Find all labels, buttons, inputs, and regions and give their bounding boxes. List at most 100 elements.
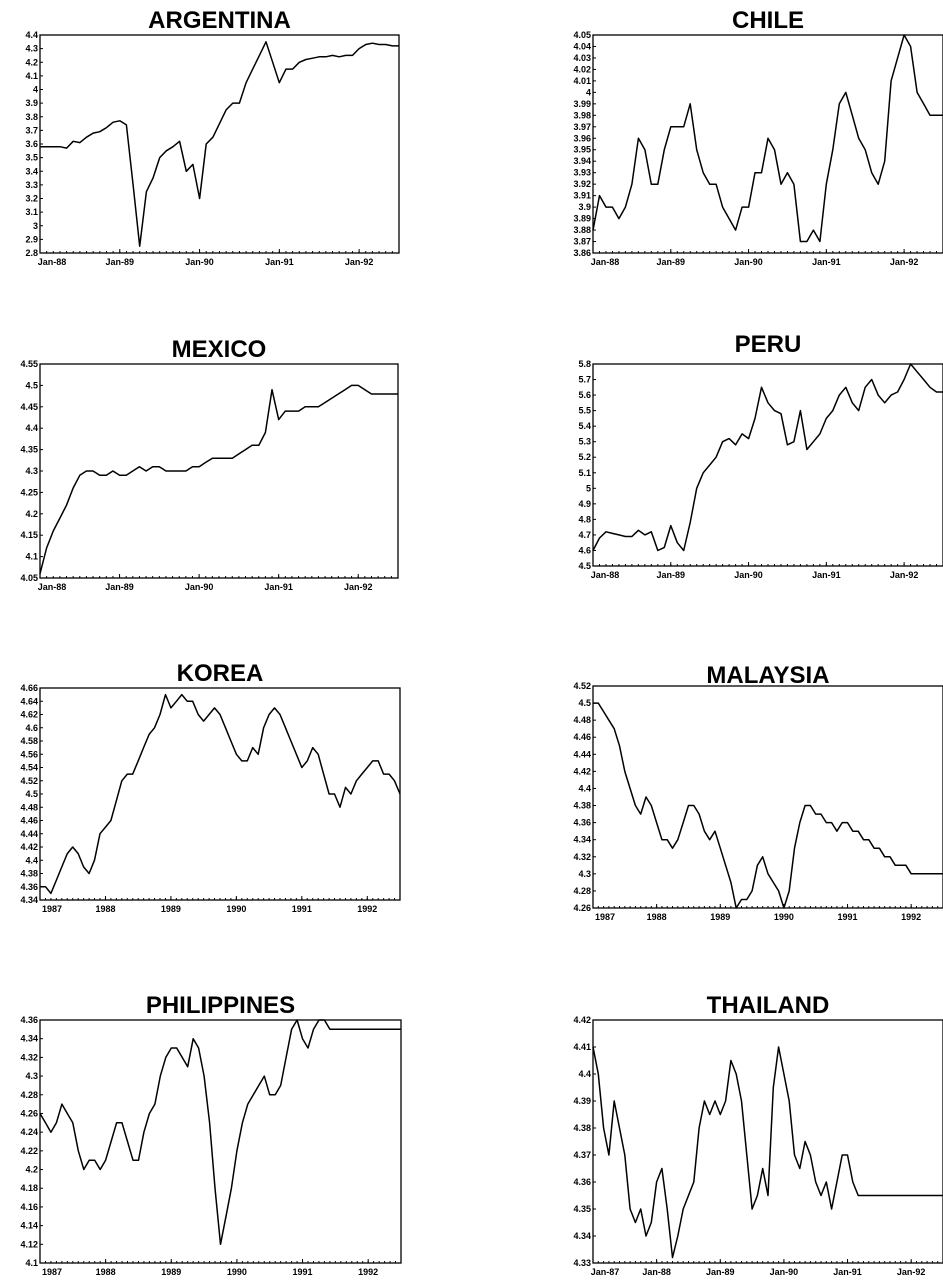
y-tick-label: 5.1 — [578, 468, 591, 478]
y-tick-label: 3.3 — [25, 180, 38, 190]
y-tick-label: 4.7 — [578, 530, 591, 540]
y-tick-label: 5.4 — [578, 421, 591, 431]
chart-title: ARGENTINA — [148, 7, 291, 34]
y-tick-label: 4.18 — [20, 1183, 38, 1193]
y-tick-label: 3.87 — [573, 237, 591, 247]
y-tick-label: 3.1 — [25, 207, 38, 217]
y-tick-label: 4.2 — [25, 1165, 38, 1175]
y-tick-label: 4.46 — [20, 816, 38, 826]
y-tick-label: 3.92 — [573, 179, 591, 189]
y-tick-label: 4.42 — [573, 766, 591, 776]
y-tick-label: 4.58 — [20, 736, 38, 746]
chart-title: MALAYSIA — [706, 662, 829, 689]
y-tick-label: 3.89 — [573, 214, 591, 224]
y-tick-label: 3.93 — [573, 168, 591, 178]
y-tick-label: 4.66 — [20, 683, 38, 693]
y-tick-label: 4.38 — [573, 801, 591, 811]
x-tick-label: Jan-91 — [812, 257, 841, 267]
y-tick-label: 4.1 — [25, 1258, 38, 1268]
y-tick-label: 3.9 — [25, 98, 38, 108]
chart-title: CHILE — [732, 7, 804, 34]
series-line — [592, 34, 943, 243]
y-tick-label: 4.32 — [573, 852, 591, 862]
x-tick-label: Jan-90 — [734, 570, 763, 580]
series-line — [39, 1019, 401, 1246]
y-tick-label: 3.96 — [573, 133, 591, 143]
y-tick-label: 2.9 — [25, 234, 38, 244]
y-tick-label: 4.4 — [578, 1069, 591, 1079]
y-tick-label: 3.95 — [573, 145, 591, 155]
plot-frame — [592, 34, 943, 254]
x-tick-label: Jan-90 — [185, 257, 214, 267]
y-tick-label: 4.32 — [20, 1052, 38, 1062]
y-tick-label: 4.5 — [578, 561, 591, 571]
y-tick-label: 4.12 — [20, 1239, 38, 1249]
chart-title: MEXICO — [172, 336, 267, 363]
y-tick-label: 3.7 — [25, 125, 38, 135]
x-tick-label: 1989 — [161, 904, 181, 914]
x-tick-label: 1987 — [595, 912, 615, 922]
x-tick-label: Jan-89 — [105, 582, 134, 592]
y-tick-label: 4.24 — [20, 1127, 38, 1137]
plot-frame — [39, 34, 400, 254]
plot-frame — [592, 363, 943, 567]
x-tick-label: Jan-92 — [344, 582, 373, 592]
x-tick-label: Jan-87 — [591, 1267, 620, 1277]
plot-frame — [39, 687, 401, 901]
y-tick-label: 4.26 — [573, 903, 591, 913]
y-tick-label: 3.91 — [573, 191, 591, 201]
y-tick-label: 5.8 — [578, 359, 591, 369]
y-tick-label: 4.05 — [20, 573, 38, 583]
plot-frame — [39, 1019, 402, 1264]
y-tick-label: 4.28 — [20, 1090, 38, 1100]
y-tick-label: 3.4 — [25, 166, 38, 176]
y-tick-label: 4.6 — [25, 723, 38, 733]
y-tick-label: 4.36 — [20, 1015, 38, 1025]
x-tick-label: Jan-91 — [812, 570, 841, 580]
x-tick-label: 1990 — [774, 912, 794, 922]
y-tick-label: 4.41 — [573, 1042, 591, 1052]
y-tick-label: 4.38 — [573, 1123, 591, 1133]
y-tick-label: 4.05 — [573, 30, 591, 40]
y-tick-label: 4.44 — [573, 749, 591, 759]
x-tick-label: 1990 — [227, 1267, 247, 1277]
y-tick-label: 3 — [33, 221, 38, 231]
y-tick-label: 4.34 — [573, 1231, 591, 1241]
y-tick-label: 3.97 — [573, 122, 591, 132]
y-tick-label: 3.8 — [25, 112, 38, 122]
y-tick-label: 4.48 — [20, 802, 38, 812]
y-tick-label: 4.37 — [573, 1150, 591, 1160]
y-tick-label: 4.25 — [20, 487, 38, 497]
x-tick-label: Jan-92 — [345, 257, 374, 267]
x-tick-label: 1987 — [42, 1267, 62, 1277]
y-tick-label: 3.5 — [25, 153, 38, 163]
x-tick-label: Jan-91 — [264, 582, 293, 592]
y-tick-label: 4.4 — [25, 423, 38, 433]
y-tick-label: 4.46 — [573, 732, 591, 742]
x-tick-label: 1992 — [901, 912, 921, 922]
chart-panel-korea: KOREA 4.66 4.64 4.62 4.6 4.58 4.56 4.54 4.52 4.5 4… — [20, 660, 401, 914]
chart-panel-peru: PERU 5.8 5.7 5.6 5.5 5.4 5.3 5.2 5.1 5 4.9 4.8 4.7 4.… — [578, 331, 943, 580]
y-tick-label: 4 — [33, 85, 38, 95]
y-tick-label: 5.3 — [578, 437, 591, 447]
chart-title: PHILIPPINES — [146, 992, 295, 1019]
y-tick-label: 4.35 — [20, 445, 38, 455]
y-tick-label: 4.5 — [578, 698, 591, 708]
y-tick-label: 4.36 — [573, 818, 591, 828]
x-tick-label: Jan-88 — [642, 1267, 671, 1277]
y-tick-label: 3.86 — [573, 248, 591, 258]
x-tick-label: Jan-88 — [38, 582, 67, 592]
y-tick-label: 4.5 — [25, 380, 38, 390]
x-tick-label: 1988 — [96, 1267, 116, 1277]
y-tick-label: 4.64 — [20, 696, 38, 706]
x-tick-label: Jan-89 — [657, 570, 686, 580]
y-tick-label: 3.94 — [573, 156, 591, 166]
y-tick-label: 4.9 — [578, 499, 591, 509]
chart-title: PERU — [735, 331, 802, 358]
chart-title: THAILAND — [707, 992, 830, 1019]
y-tick-label: 4.04 — [573, 41, 591, 51]
chart-title: KOREA — [177, 660, 264, 687]
x-tick-label: 1992 — [358, 1267, 378, 1277]
y-tick-label: 4.42 — [573, 1015, 591, 1025]
